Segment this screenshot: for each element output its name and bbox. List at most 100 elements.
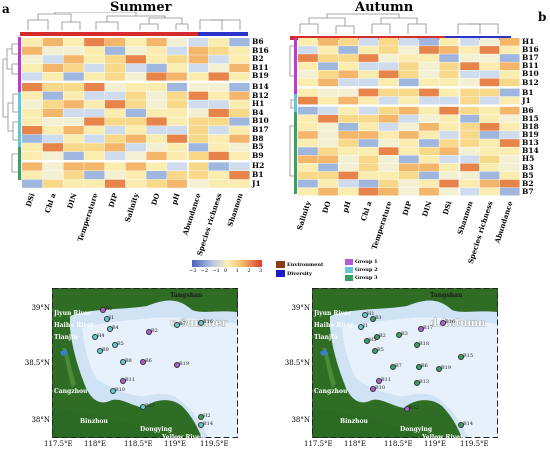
heatmap-cell xyxy=(208,151,229,160)
heatmap-cell xyxy=(167,100,188,109)
heatmap-cell xyxy=(42,171,64,180)
heatmap-cell xyxy=(338,163,359,172)
heatmap-cell xyxy=(378,155,399,164)
heatmap-cell xyxy=(229,117,250,126)
heatmap-cell xyxy=(298,62,318,70)
heatmap-cell xyxy=(84,151,105,160)
heatmap-cell xyxy=(208,162,229,171)
heatmap-cell xyxy=(22,91,43,100)
heatmap-cell xyxy=(208,83,229,92)
heatmap-cell xyxy=(419,70,439,79)
heatmap-cell xyxy=(22,171,43,180)
heatmap-cell xyxy=(167,179,188,188)
row-label: B15 xyxy=(522,113,539,123)
heatmap-cell xyxy=(167,143,188,152)
row-label: B2 xyxy=(252,54,264,64)
heatmap-cell xyxy=(229,126,250,135)
heatmap-cell xyxy=(229,72,250,81)
heatmap-cell xyxy=(229,55,250,64)
heatmap-cell xyxy=(298,114,318,123)
heatmap-cell xyxy=(125,117,146,126)
heatmap-cell xyxy=(499,54,520,62)
column-label: DIN xyxy=(64,192,79,210)
heatmap-cell xyxy=(398,46,419,54)
station-marker xyxy=(372,348,378,354)
heatmap-cell xyxy=(459,155,480,164)
row-label: B14 xyxy=(252,82,269,91)
heatmap-cell xyxy=(104,55,126,64)
heatmap-cell xyxy=(318,96,338,105)
place-label: Tangshan xyxy=(170,292,203,299)
colorscale-ticks: −3 −2 −1 0 1 2 3 xyxy=(189,268,264,278)
heatmap-cell xyxy=(419,139,439,147)
heatmap-cell xyxy=(378,163,399,172)
station-marker xyxy=(416,364,422,370)
heatmap-cell xyxy=(479,88,500,97)
row-label: B5 xyxy=(522,170,534,180)
heatmap-cell xyxy=(479,131,500,139)
group1-swatch xyxy=(345,259,353,265)
diversity-swatch xyxy=(276,270,285,277)
heatmap-cell xyxy=(167,46,188,55)
heatmap-cell xyxy=(398,96,419,105)
heatmap-cell xyxy=(104,162,126,171)
station-marker xyxy=(120,378,126,384)
heatmap-cell xyxy=(479,106,500,115)
heatmap-cell xyxy=(187,108,209,117)
station-label: B13 xyxy=(419,379,430,385)
column-label: DIP xyxy=(400,200,414,217)
heatmap-cell xyxy=(378,46,399,54)
heatmap-cell xyxy=(167,126,188,135)
heatmap-cell xyxy=(358,46,379,54)
heatmap-cell xyxy=(167,83,188,92)
heatmap-cell xyxy=(338,179,359,188)
heatmap-cell xyxy=(479,163,500,172)
heatmap-cell xyxy=(378,179,399,188)
lat-tick: 38.5°N xyxy=(24,359,50,367)
heatmap-cell xyxy=(22,72,43,81)
heatmap-cell xyxy=(439,131,460,139)
heatmap-cell xyxy=(439,171,460,180)
heatmap-cell xyxy=(167,151,188,160)
scale-tick: 0 xyxy=(224,268,228,274)
environment-label: Environment xyxy=(287,261,324,268)
heatmap-cell xyxy=(398,179,419,188)
heatmap-cell xyxy=(398,70,419,79)
heatmap-cell xyxy=(84,38,105,47)
heatmap-cell xyxy=(208,63,229,72)
heatmap-cell xyxy=(499,139,520,147)
heatmap-cell xyxy=(358,147,379,155)
heatmap-cell xyxy=(42,38,64,47)
heatmap-cell xyxy=(419,123,439,131)
row-label: J1 xyxy=(522,95,531,105)
heatmap-cell xyxy=(378,38,399,46)
environment-swatch xyxy=(276,261,285,268)
heatmap-cell xyxy=(479,96,500,105)
station-label: B11 xyxy=(125,377,136,383)
row-label: B12 xyxy=(252,90,269,100)
station-marker xyxy=(198,320,204,326)
place-label: Haihe River xyxy=(54,322,94,329)
heatmap-cell xyxy=(398,187,419,196)
heatmap-cell xyxy=(338,88,359,97)
heatmap-cell xyxy=(439,187,460,196)
row-label: B1 xyxy=(522,87,534,97)
column-label: pH xyxy=(340,200,354,214)
place-label: Cangzhou xyxy=(314,388,348,395)
heatmap-cell xyxy=(298,179,318,188)
heatmap-cell xyxy=(499,187,520,196)
lat-tick: 38.5°N xyxy=(284,359,310,367)
heatmap-cell xyxy=(378,106,399,115)
lat-tick: 39°N xyxy=(31,304,50,312)
heatmap-cell xyxy=(439,155,460,164)
station-label: B14 xyxy=(463,421,474,427)
heatmap-cell xyxy=(42,72,64,81)
column-label: pH xyxy=(169,192,183,206)
lon-tick: 119.5°E xyxy=(200,440,229,448)
heatmap-cell xyxy=(208,91,229,100)
column-label: Salinity xyxy=(122,192,141,224)
heatmap-cell xyxy=(22,151,43,160)
heatmap-cell xyxy=(419,163,439,172)
heatmap-cell xyxy=(229,83,250,92)
heatmap-cell xyxy=(125,151,146,160)
